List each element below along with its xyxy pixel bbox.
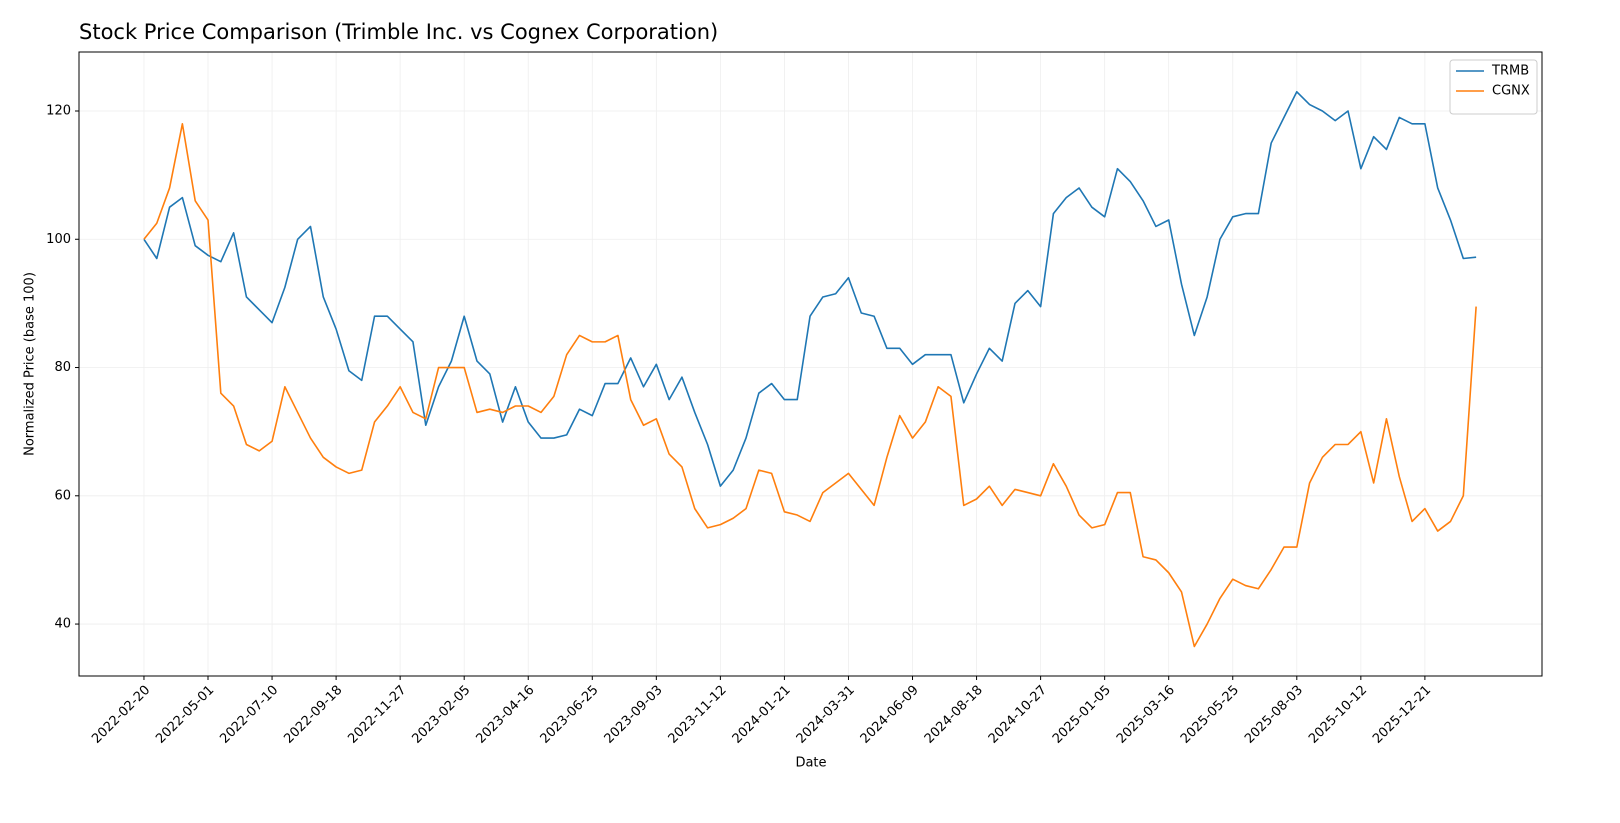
y-axis-label: Normalized Price (base 100) xyxy=(23,272,38,456)
series-line xyxy=(143,123,1477,648)
y-tick-label: 60 xyxy=(54,488,71,503)
y-tick-label: 40 xyxy=(54,617,71,632)
legend-label: TRMB xyxy=(1491,64,1529,79)
y-tick-label: 120 xyxy=(46,104,71,119)
legend-frame xyxy=(1449,59,1538,115)
x-axis-label: Date xyxy=(795,756,826,771)
series-line xyxy=(143,90,1477,487)
plot-area xyxy=(143,90,1477,648)
legend: TRMB CGNX xyxy=(1449,59,1538,115)
legend-label: CGNX xyxy=(1492,84,1530,99)
y-tick-label: 100 xyxy=(46,232,71,247)
y-tick-label: 80 xyxy=(54,360,71,375)
chart-title: Stock Price Comparison (Trimble Inc. vs … xyxy=(79,20,718,44)
axes-frame xyxy=(78,51,1543,677)
